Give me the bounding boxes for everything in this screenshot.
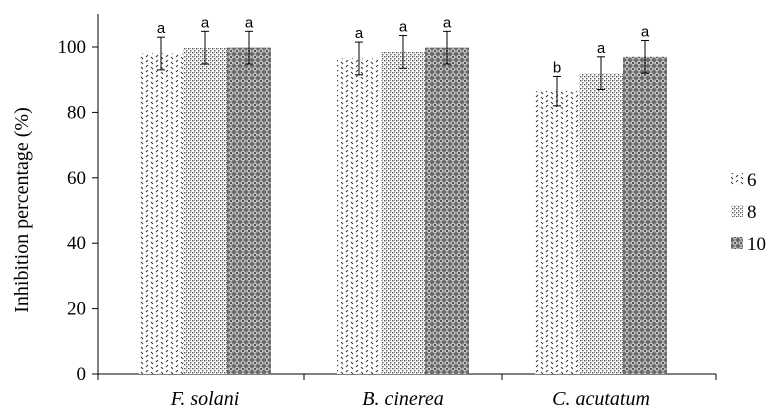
significance-label: a bbox=[443, 14, 452, 31]
legend-swatch-8 bbox=[731, 205, 743, 217]
y-axis: 0 20 40 60 80 100 bbox=[58, 14, 99, 385]
bar-10-0 bbox=[227, 47, 271, 375]
y-tick-label: 0 bbox=[77, 364, 87, 385]
y-tick-label: 80 bbox=[67, 102, 86, 123]
legend: 6 8 10 bbox=[731, 170, 766, 255]
y-tick-label: 20 bbox=[67, 299, 86, 320]
x-category-label: F. solani bbox=[170, 388, 240, 410]
significance-label: a bbox=[201, 14, 210, 31]
bar-6-1 bbox=[337, 58, 381, 374]
bar-10-1 bbox=[425, 47, 469, 375]
bars-group: a a b a a a a a a bbox=[139, 14, 667, 375]
bar-6-2 bbox=[535, 91, 579, 375]
significance-label: b bbox=[553, 59, 561, 76]
y-axis-title: Inhibition percentage (%) bbox=[11, 107, 33, 312]
x-category-label: C. acutatum bbox=[552, 388, 650, 410]
significance-label: a bbox=[641, 23, 650, 40]
bar-8-1 bbox=[381, 51, 425, 374]
legend-swatch-6 bbox=[731, 173, 743, 185]
bar-8-0 bbox=[183, 47, 227, 375]
bar-6-0 bbox=[139, 53, 183, 374]
y-tick-label: 100 bbox=[58, 37, 87, 58]
significance-label: a bbox=[597, 40, 606, 57]
legend-label: 8 bbox=[747, 202, 757, 223]
y-tick-label: 40 bbox=[67, 233, 86, 254]
bar-8-2 bbox=[579, 73, 623, 374]
significance-label: a bbox=[157, 20, 166, 37]
x-category-label: B. cinerea bbox=[362, 388, 443, 410]
x-axis: F. solani B. cinerea C. acutatum bbox=[97, 373, 717, 410]
legend-label: 10 bbox=[747, 234, 766, 255]
significance-label: a bbox=[245, 14, 254, 31]
legend-swatch-10 bbox=[731, 237, 743, 249]
bar-10-2 bbox=[623, 56, 667, 375]
y-tick-label: 60 bbox=[67, 168, 86, 189]
significance-label: a bbox=[399, 19, 408, 36]
legend-label: 6 bbox=[747, 170, 757, 191]
significance-label: a bbox=[355, 25, 364, 42]
